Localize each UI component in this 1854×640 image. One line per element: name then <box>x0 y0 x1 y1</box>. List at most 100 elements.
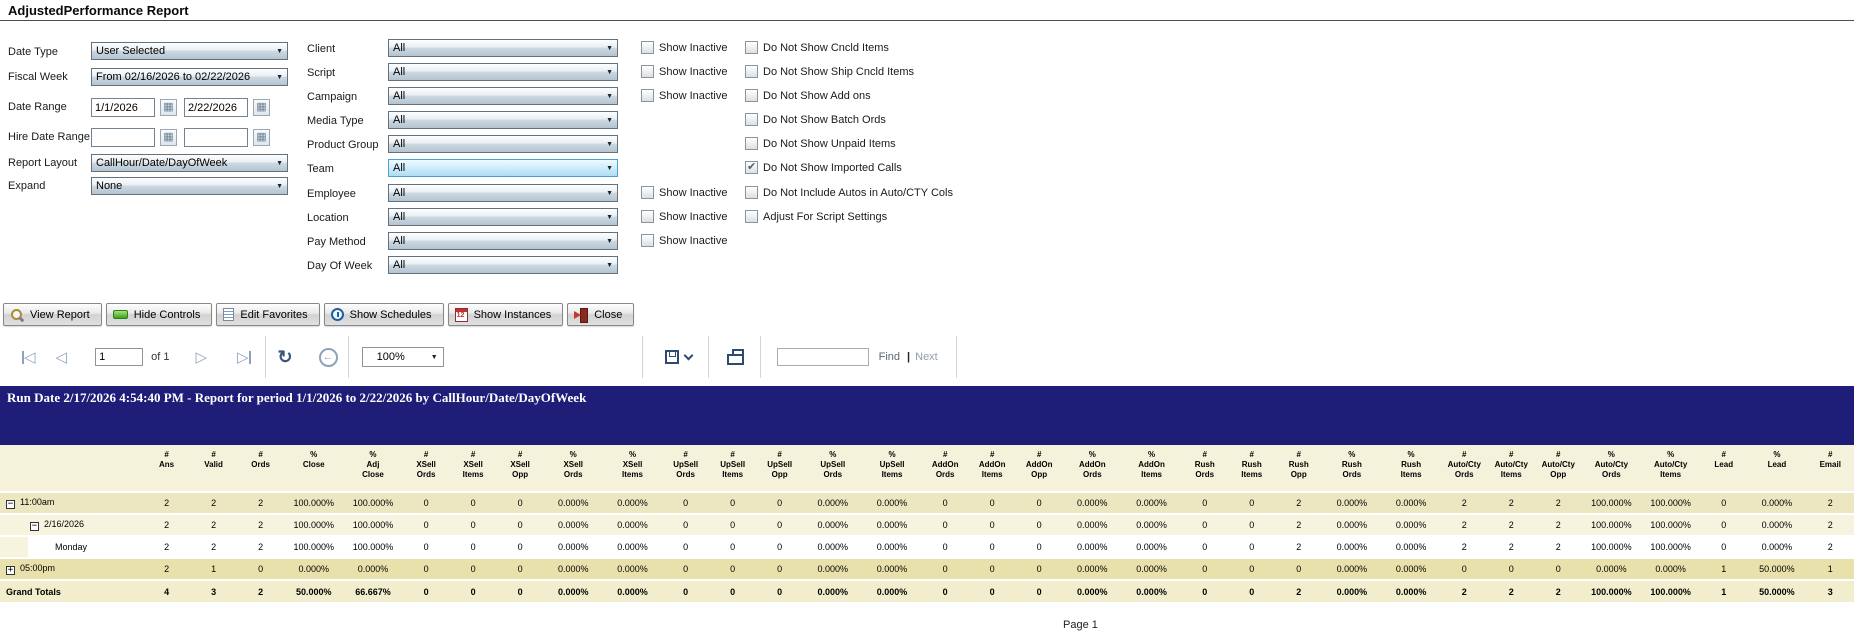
expand-icon[interactable]: + <box>6 565 15 575</box>
cell: 0 <box>402 580 450 602</box>
hide-controls-button[interactable]: Hide Controls <box>105 303 213 326</box>
do-not-show-unpaid-items-row: Do Not Show Unpaid Items <box>745 137 896 150</box>
show-inactive-employee-checkbox[interactable] <box>641 186 654 199</box>
view-report-button[interactable]: View Report <box>3 303 102 326</box>
collapse-icon[interactable]: − <box>30 521 39 531</box>
dropdown-script[interactable]: All ▼ <box>388 63 618 81</box>
page-number-input[interactable] <box>95 348 144 366</box>
first-page-button[interactable]: ◁ <box>22 349 36 366</box>
find-next-button[interactable]: Next <box>915 351 938 363</box>
column-header-valid: # Valid <box>190 445 238 492</box>
cell: 0.000% <box>1121 580 1182 602</box>
cell: 0 <box>756 580 804 602</box>
cell: 0.000% <box>543 492 603 514</box>
date-range-to-input[interactable] <box>184 98 248 117</box>
show-inactive-script-checkbox[interactable] <box>641 65 654 78</box>
column-header-email: # Email <box>1806 445 1854 492</box>
do-not-show-add-ons-checkbox[interactable] <box>745 89 758 102</box>
toolbar-separator <box>264 336 266 378</box>
edit-favorites-button[interactable]: Edit Favorites <box>216 303 320 326</box>
dropdown-client[interactable]: All ▼ <box>388 39 618 57</box>
date-range-from-input[interactable] <box>91 98 155 117</box>
dropdown-pay-method[interactable]: All ▼ <box>388 232 618 250</box>
do-not-show-batch-ords-checkbox[interactable] <box>745 113 758 126</box>
cell: 0 <box>449 492 497 514</box>
calendar-icon[interactable]: ▦ <box>160 129 177 146</box>
find-input[interactable] <box>776 348 869 366</box>
dropdown-report-layout[interactable]: CallHour/Date/DayOfWeek ▼ <box>91 154 288 172</box>
cell: 0 <box>662 492 710 514</box>
dropdown-expand[interactable]: None ▼ <box>91 177 288 195</box>
next-page-button[interactable]: ▷ <box>195 349 207 366</box>
exit-icon <box>574 308 589 323</box>
zoom-select[interactable]: 100% ▼ <box>361 347 444 367</box>
show-schedules-button[interactable]: Show Schedules <box>323 303 444 326</box>
cell: 2 <box>1806 514 1854 536</box>
first-page-bar-icon <box>22 350 24 364</box>
do-not-show-add-ons-row: Do Not Show Add ons <box>745 89 871 102</box>
dropdown-day-of-week[interactable]: All ▼ <box>388 256 618 274</box>
cell: 0.000% <box>1381 558 1441 580</box>
refresh-icon[interactable]: ↻ <box>277 346 293 367</box>
dropdown-fiscal-week[interactable]: From 02/16/2026 to 02/22/2026 ▼ <box>91 68 288 86</box>
column-header-upsell-items: % UpSell Items <box>862 445 922 492</box>
dropdown-value: All <box>393 138 406 150</box>
report-header-band: Run Date 2/17/2026 4:54:40 PM - Report f… <box>0 386 1854 445</box>
cell: 0 <box>1015 580 1063 602</box>
prev-page-button[interactable]: ◁ <box>55 349 68 366</box>
column-header-rush-ords: % Rush Ords <box>1322 445 1382 492</box>
dropdown-location[interactable]: All ▼ <box>388 208 618 226</box>
do-not-show-ship-cncld-items-checkbox[interactable] <box>745 65 758 78</box>
print-icon[interactable] <box>726 349 744 365</box>
show-inactive-pay-method-checkbox[interactable] <box>641 234 654 247</box>
find-button[interactable]: Find <box>878 351 901 363</box>
table-row-2-16-2026: −2/16/2026 2 2 2 100.000% 100.000% 0 0 0 0.000% 0.… <box>0 514 1854 536</box>
cell: 0.000% <box>1062 558 1122 580</box>
cell: 0 <box>1228 536 1276 558</box>
calendar-icon[interactable]: ▦ <box>160 99 177 116</box>
save-dropdown-icon[interactable] <box>683 350 694 360</box>
show-inactive-client-checkbox[interactable] <box>641 41 654 54</box>
column-header-ans: # Ans <box>143 445 191 492</box>
dropdown-arrow-icon: ▼ <box>430 353 438 361</box>
hire-date-range-from-input[interactable] <box>91 128 155 147</box>
do-not-show-imported-calls-label: Do Not Show Imported Calls <box>763 161 902 174</box>
cell: 0.000% <box>1322 536 1382 558</box>
show-inactive-campaign-checkbox[interactable] <box>641 89 654 102</box>
calendar-icon[interactable]: ▦ <box>253 99 270 116</box>
do-not-show-unpaid-items-checkbox[interactable] <box>745 137 758 150</box>
hire-date-range-to-input[interactable] <box>184 128 248 147</box>
close-button[interactable]: Close <box>567 303 635 326</box>
column-header-xsell-opp: # XSell Opp <box>496 445 544 492</box>
dropdown-date-type[interactable]: User Selected ▼ <box>91 42 288 60</box>
dropdown-team[interactable]: All ▼ <box>388 159 618 177</box>
cell: 2 <box>1534 514 1582 536</box>
do-not-show-imported-calls-checkbox[interactable] <box>745 160 758 174</box>
cell: 0 <box>709 492 757 514</box>
dropdown-product-group[interactable]: All ▼ <box>388 135 618 153</box>
back-icon[interactable]: ← <box>318 347 338 367</box>
dropdown-value: All <box>393 259 406 271</box>
adjust-for-script-settings-checkbox[interactable] <box>745 210 758 223</box>
do-not-show-cncld-items-checkbox[interactable] <box>745 41 758 54</box>
cell: 100.000% <box>1641 580 1701 602</box>
cell: 0.000% <box>1322 514 1382 536</box>
cell: 0.000% <box>602 558 663 580</box>
cell: 2 <box>143 558 191 580</box>
cell: 0 <box>756 558 804 580</box>
calendar-icon[interactable]: ▦ <box>253 129 270 146</box>
dropdown-value: All <box>393 235 406 247</box>
do-not-show-batch-ords-label: Do Not Show Batch Ords <box>763 113 886 126</box>
show-instances-button[interactable]: Show Instances <box>447 303 564 326</box>
show-instances-label: Show Instances <box>473 308 552 321</box>
show-inactive-location-checkbox[interactable] <box>641 210 654 223</box>
collapse-icon[interactable]: − <box>6 499 15 509</box>
dropdown-employee[interactable]: All ▼ <box>388 184 618 202</box>
dropdown-media-type[interactable]: All ▼ <box>388 111 618 129</box>
toolbar-separator <box>347 336 349 378</box>
last-page-button[interactable]: ▷ <box>237 349 251 366</box>
dropdown-campaign[interactable]: All ▼ <box>388 87 618 105</box>
filter-label-media-type: Media Type <box>307 115 364 127</box>
do-not-include-autos-in-auto-cty-cols-checkbox[interactable] <box>745 186 758 199</box>
save-export-icon[interactable] <box>664 350 679 364</box>
